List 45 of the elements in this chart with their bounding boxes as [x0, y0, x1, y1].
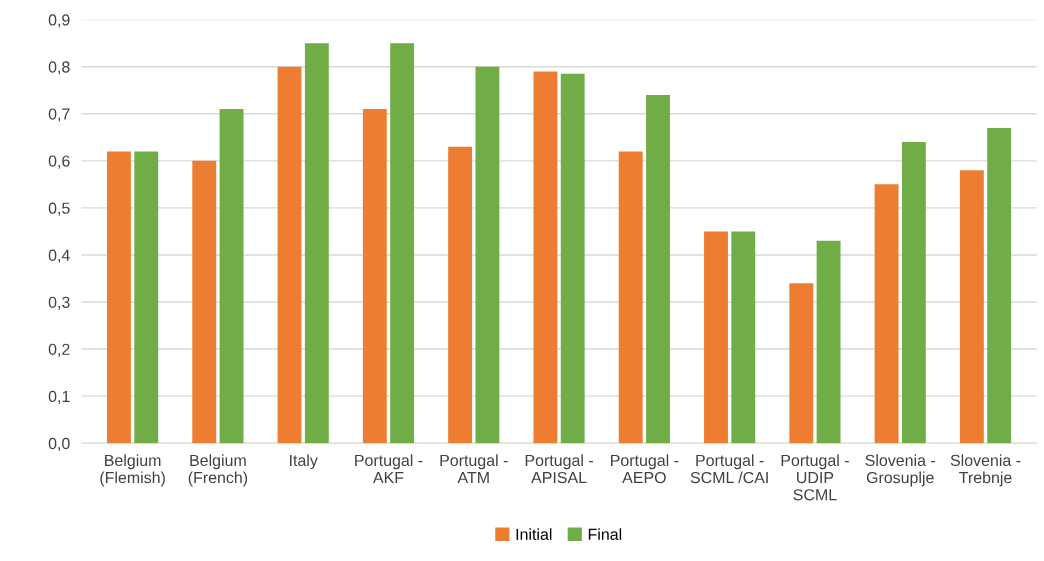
bar: [107, 151, 131, 444]
y-tick-label: 0,3: [48, 296, 70, 310]
y-tick-label: 0,8: [48, 61, 70, 75]
bar: [533, 71, 558, 444]
bar: [789, 283, 814, 444]
bar: [646, 94, 670, 444]
x-tick-label: Portugal - SCML /CAI: [690, 454, 768, 484]
bar: [874, 184, 899, 444]
bar: [618, 151, 643, 444]
bar: [219, 109, 244, 444]
x-tick-label: Belgium (Flemish): [100, 454, 165, 487]
bar: [362, 109, 387, 444]
bar: [448, 146, 473, 444]
x-tick-label: Portugal - AEPO: [611, 454, 679, 484]
x-tick-label: Italy: [290, 454, 318, 470]
bar: [901, 142, 926, 444]
y-tick-label: 0,0: [48, 437, 70, 452]
x-tick-label: Portugal - AKF: [355, 454, 423, 484]
bar: [987, 127, 1012, 444]
bar: [704, 231, 728, 444]
bar: [277, 66, 302, 444]
bar: [390, 43, 415, 444]
bar: [816, 240, 841, 444]
y-tick-label: 0,5: [48, 202, 70, 216]
y-tick-label: 0,7: [48, 108, 70, 122]
x-tick-label: Slovenia - Trebnje: [950, 454, 1021, 487]
bar: [560, 73, 585, 444]
x-tick-label: Portugal - APISAL: [525, 454, 593, 484]
x-tick-label: Portugal - ATM: [440, 454, 508, 484]
y-tick-label: 0,9: [48, 14, 70, 28]
bar: [192, 160, 217, 444]
bar: [134, 151, 159, 444]
y-tick-label: 0,6: [48, 155, 70, 169]
y-tick-label: 0,4: [48, 249, 70, 263]
x-tick-label: Belgium (French): [188, 454, 248, 487]
y-tick-label: 0,1: [48, 390, 70, 404]
x-tick-label: Slovenia - Grosuplje: [865, 454, 936, 487]
bar: [731, 231, 756, 444]
y-tick-label: 0,2: [48, 343, 70, 357]
legend-label: Final: [588, 528, 622, 541]
bar: [475, 66, 500, 444]
bar: [304, 43, 329, 444]
bar: [959, 170, 984, 444]
x-tick-label: Portugal - UDIP SCML: [781, 454, 849, 501]
legend-label: Initial: [516, 528, 552, 541]
